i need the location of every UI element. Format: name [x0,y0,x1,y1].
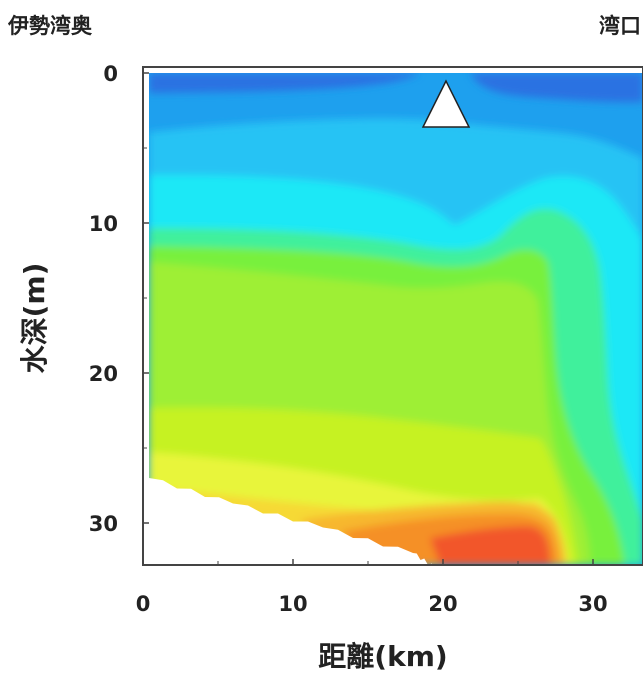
y-axis-title: 水深(m) [18,263,51,374]
plot-frame [142,66,643,566]
x-axis-title: 距離(km) [318,640,447,673]
station-marker-triangle [421,79,471,128]
x-axis-ticks: 0 10 20 30 [136,559,608,616]
x-tick-label: 0 [136,592,151,616]
y-axis-ticks: 0 10 20 30 [89,62,149,536]
label-bay-mouth: 湾口 [599,14,641,38]
label-inner-bay: 伊勢湾奥 [8,14,92,38]
band-surface-right [470,73,643,103]
y-tick-label: 0 [103,62,118,86]
x-tick-label: 30 [578,592,607,616]
band-red-orange [430,526,550,565]
x-tick-label: 10 [278,592,307,616]
y-tick-label: 10 [89,212,118,236]
y-tick-label: 20 [89,362,118,386]
x-tick-label: 20 [428,592,457,616]
seafloor-mask [149,478,436,568]
contour-fill [149,73,643,565]
y-tick-label: 30 [89,512,118,536]
band-surface-left [149,73,420,93]
